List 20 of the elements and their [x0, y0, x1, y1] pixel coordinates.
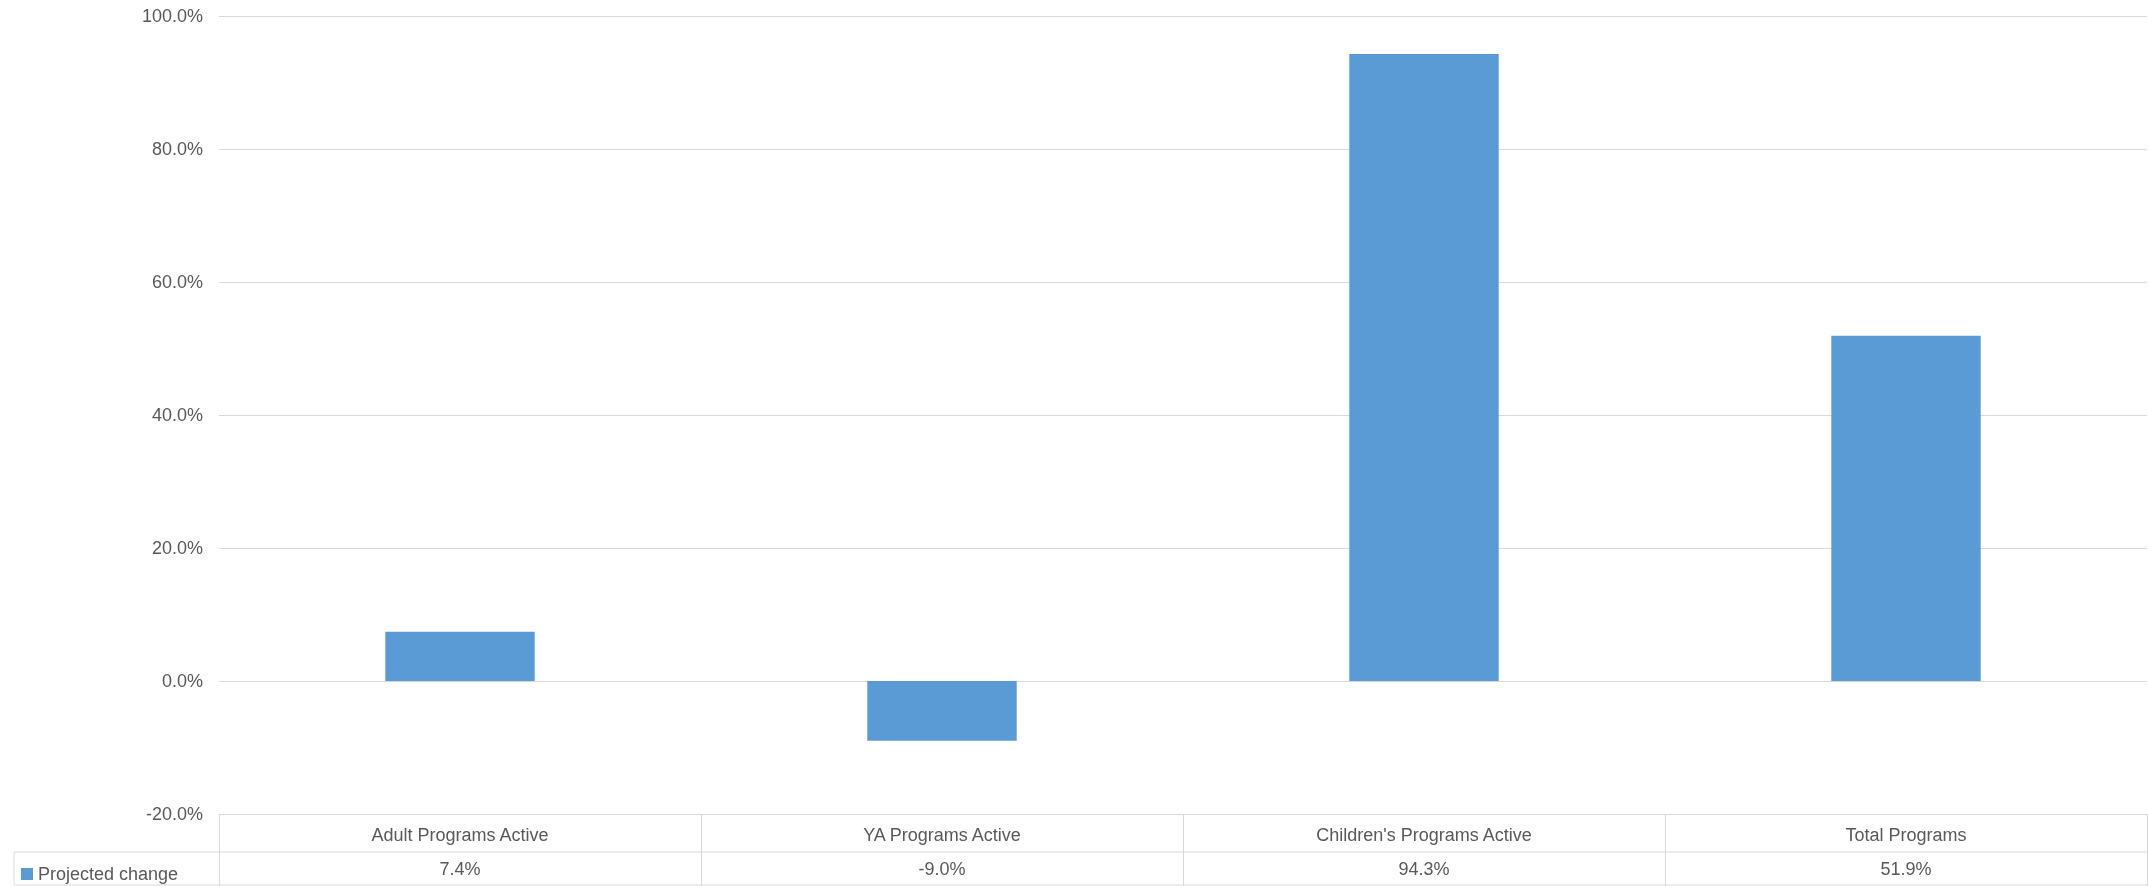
data-label: 94.3%: [1398, 858, 1450, 879]
bar: [867, 681, 1017, 741]
data-label: 51.9%: [1880, 858, 1932, 879]
y-tick-label: 100.0%: [141, 6, 203, 26]
y-tick-label: -20.0%: [145, 804, 203, 824]
legend-label: Projected change: [38, 864, 179, 884]
x-tick-label: Total Programs: [1845, 825, 1967, 845]
data-label: -9.0%: [918, 858, 966, 879]
data-label: 7.4%: [439, 858, 481, 879]
y-tick-label: 80.0%: [151, 139, 203, 159]
y-tick-label: 40.0%: [151, 405, 203, 425]
x-tick-label: Adult Programs Active: [371, 825, 549, 845]
bar: [1831, 335, 1981, 681]
y-tick-label: 20.0%: [151, 538, 203, 558]
bar: [1349, 53, 1499, 681]
x-tick-label: Children's Programs Active: [1316, 825, 1532, 845]
bar: [385, 631, 535, 681]
y-tick-label: 0.0%: [161, 671, 203, 691]
x-tick-label: YA Programs Active: [863, 825, 1021, 845]
y-tick-label: 60.0%: [151, 272, 203, 292]
